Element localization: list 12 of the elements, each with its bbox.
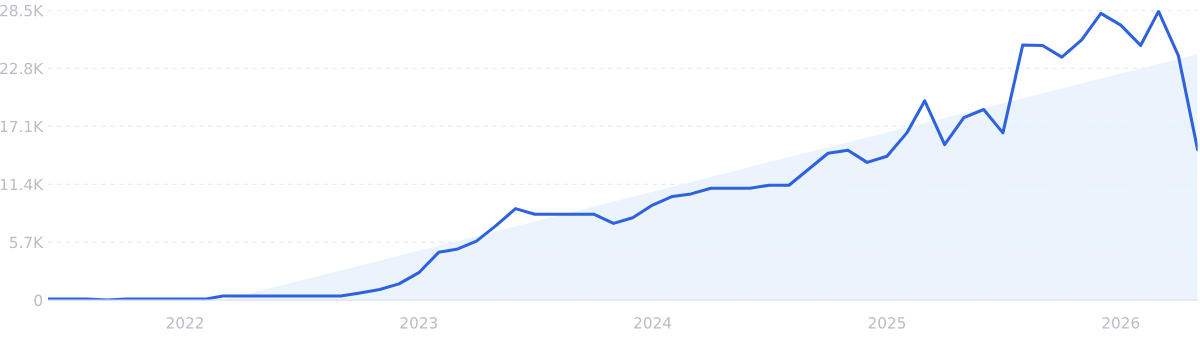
y-tick-label: 22.8K: [0, 62, 44, 75]
y-tick-label: 0: [34, 294, 43, 307]
line-series: [48, 10, 1198, 301]
x-tick-label: 2023: [400, 317, 438, 329]
x-tick-label: 2022: [166, 317, 203, 329]
x-tick-label: 2025: [868, 317, 906, 329]
y-tick-label: 11.4K: [0, 178, 44, 191]
y-tick-label: 17.1K: [0, 120, 44, 133]
x-tick-label: 2026: [1102, 317, 1140, 329]
y-tick-label: 28.5K: [0, 4, 44, 17]
x-tick-label: 2024: [634, 317, 672, 329]
y-tick-label: 5.7K: [10, 236, 44, 249]
